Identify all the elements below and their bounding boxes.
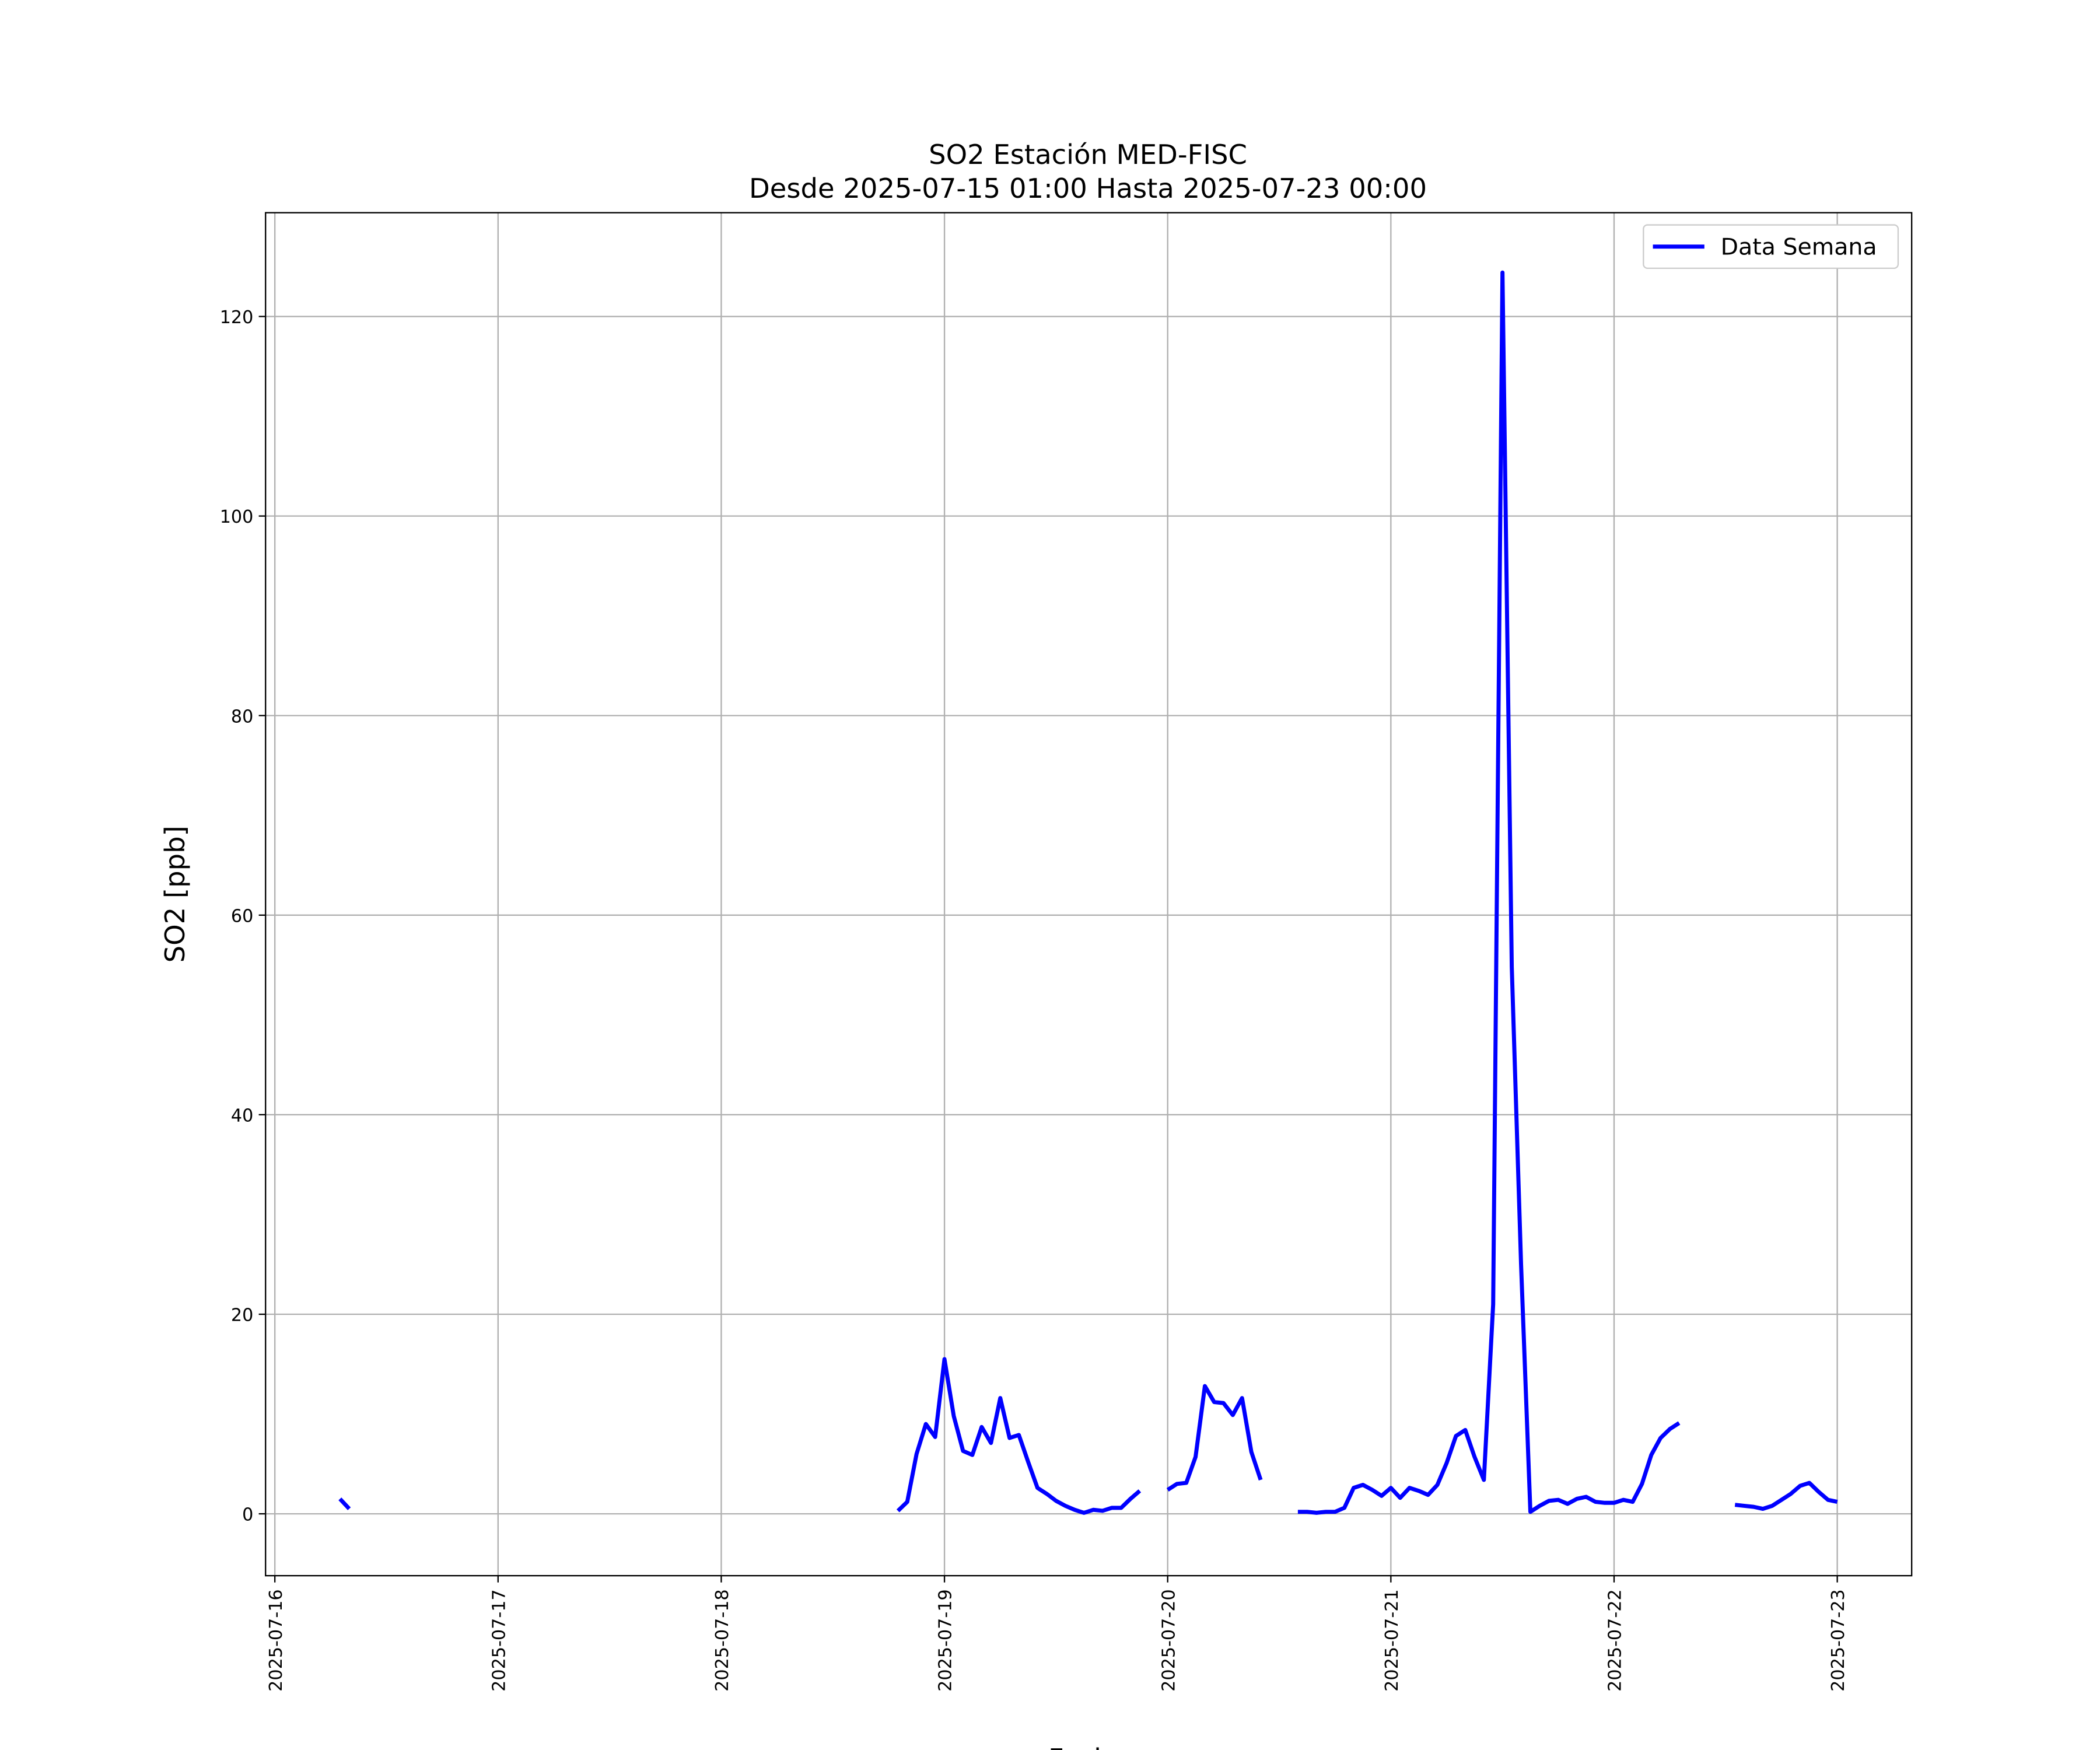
y-tick-label: 80 bbox=[231, 706, 253, 727]
chart-title: SO2 Estación MED-FISC bbox=[929, 139, 1247, 170]
legend-label: Data Semana bbox=[1721, 234, 1877, 261]
legend-box bbox=[1643, 224, 1899, 270]
x-tick-label: 2025-07-23 bbox=[1828, 1589, 1849, 1691]
y-tick-label: 40 bbox=[231, 1106, 253, 1126]
x-tick-label: 2025-07-16 bbox=[266, 1589, 286, 1691]
x-tick-label: 2025-07-22 bbox=[1605, 1589, 1626, 1691]
x-tick-label: 2025-07-19 bbox=[936, 1589, 956, 1691]
x-tick-label: 2025-07-18 bbox=[712, 1589, 733, 1691]
x-axis-label: Fecha bbox=[1048, 1743, 1128, 1750]
x-tick-label: 2025-07-21 bbox=[1382, 1589, 1402, 1691]
y-tick-label: 120 bbox=[220, 307, 254, 328]
x-tick-label: 2025-07-20 bbox=[1158, 1589, 1179, 1691]
y-axis-label: SO2 [ppb] bbox=[159, 825, 191, 963]
chart-subtitle: Desde 2025-07-15 01:00 Hasta 2025-07-23 … bbox=[749, 173, 1427, 204]
y-tick-label: 20 bbox=[231, 1306, 253, 1326]
data-line bbox=[338, 270, 1838, 1515]
y-tick-label: 0 bbox=[242, 1505, 253, 1525]
y-tick-label: 60 bbox=[231, 906, 253, 926]
plot-frame bbox=[265, 212, 1913, 1577]
y-tick-label: 100 bbox=[220, 507, 254, 527]
x-tick-label: 2025-07-17 bbox=[489, 1589, 509, 1691]
legend: Data Semana bbox=[1643, 224, 1899, 270]
